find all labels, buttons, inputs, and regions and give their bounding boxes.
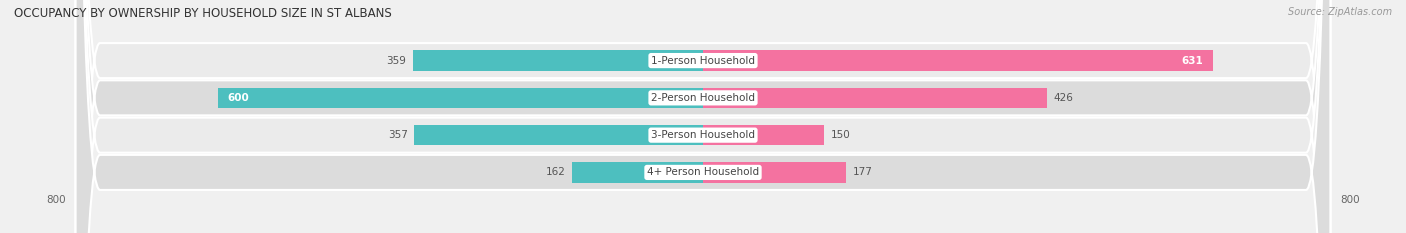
Bar <box>572 162 703 183</box>
Text: 600: 600 <box>228 93 249 103</box>
Text: 357: 357 <box>388 130 408 140</box>
Text: 4+ Person Household: 4+ Person Household <box>647 168 759 177</box>
FancyBboxPatch shape <box>76 0 1330 233</box>
FancyBboxPatch shape <box>76 0 1330 233</box>
Bar <box>415 125 703 145</box>
Text: 426: 426 <box>1054 93 1074 103</box>
Text: 150: 150 <box>831 130 851 140</box>
Text: 3-Person Household: 3-Person Household <box>651 130 755 140</box>
Text: 177: 177 <box>852 168 873 177</box>
Bar <box>703 125 824 145</box>
Bar <box>703 50 1213 71</box>
Text: 1-Person Household: 1-Person Household <box>651 56 755 65</box>
Text: 359: 359 <box>387 56 406 65</box>
FancyBboxPatch shape <box>76 0 1330 233</box>
Bar <box>703 88 1047 108</box>
Bar <box>218 88 703 108</box>
Bar <box>703 162 846 183</box>
Text: 631: 631 <box>1181 56 1204 65</box>
Text: 2-Person Household: 2-Person Household <box>651 93 755 103</box>
Bar <box>413 50 703 71</box>
Text: Source: ZipAtlas.com: Source: ZipAtlas.com <box>1288 7 1392 17</box>
Text: OCCUPANCY BY OWNERSHIP BY HOUSEHOLD SIZE IN ST ALBANS: OCCUPANCY BY OWNERSHIP BY HOUSEHOLD SIZE… <box>14 7 392 20</box>
Text: 162: 162 <box>546 168 565 177</box>
FancyBboxPatch shape <box>76 0 1330 233</box>
